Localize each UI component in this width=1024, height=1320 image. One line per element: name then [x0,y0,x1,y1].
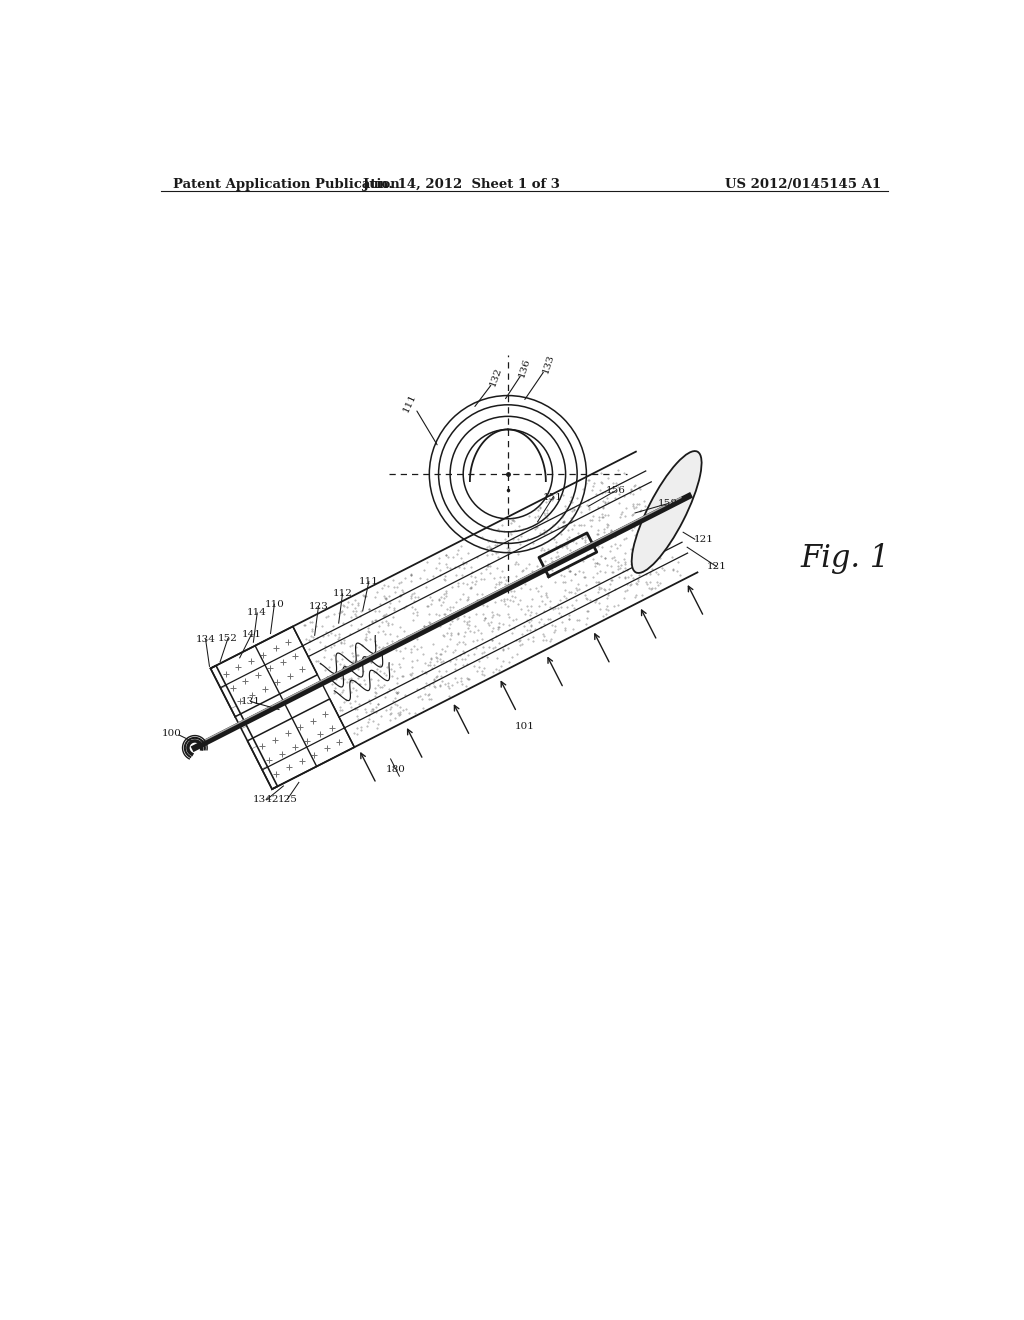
Text: 121: 121 [694,535,714,544]
Text: 158: 158 [657,499,677,508]
Text: 101: 101 [514,722,535,731]
Text: 151: 151 [543,492,563,502]
Text: Patent Application Publication: Patent Application Publication [173,178,399,190]
Text: 112: 112 [333,589,352,598]
Text: 152: 152 [218,634,238,643]
Text: 133: 133 [542,354,556,375]
Text: 180: 180 [386,766,406,775]
Text: 123: 123 [308,602,329,611]
Text: 111: 111 [358,577,379,586]
Text: 136: 136 [517,356,532,379]
Text: 134: 134 [196,635,216,644]
Text: 131: 131 [241,697,260,706]
Text: Jun. 14, 2012  Sheet 1 of 3: Jun. 14, 2012 Sheet 1 of 3 [364,178,560,190]
Text: Fig. 1: Fig. 1 [801,544,890,574]
Text: 125: 125 [278,795,297,804]
Text: 121: 121 [707,562,726,572]
Text: 141: 141 [242,630,261,639]
Text: 114: 114 [247,609,267,618]
Text: 100: 100 [162,729,181,738]
Text: 1342: 1342 [253,796,280,804]
Text: 110: 110 [264,599,285,609]
Text: US 2012/0145145 A1: US 2012/0145145 A1 [725,178,882,190]
Ellipse shape [632,451,701,573]
Text: 156: 156 [605,486,626,495]
Text: 111: 111 [401,392,418,414]
Text: 132: 132 [488,366,504,388]
